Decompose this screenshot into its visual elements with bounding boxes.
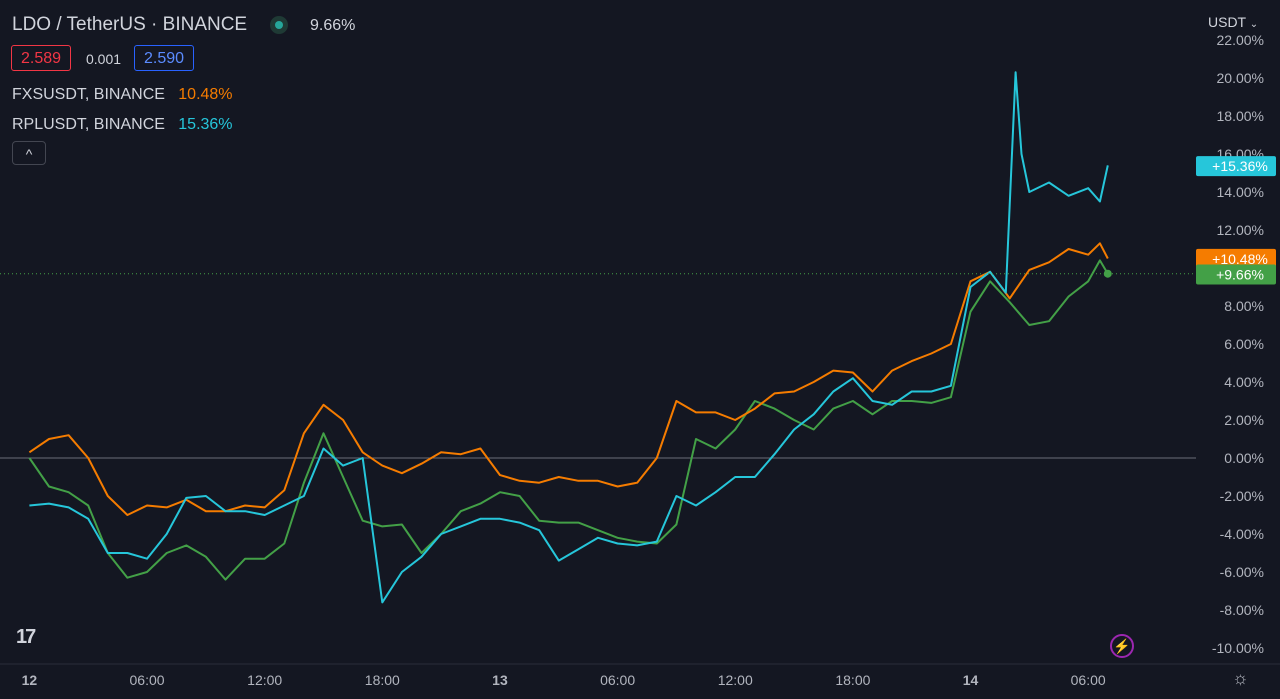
x-tick-label: 12 xyxy=(22,672,38,688)
y-tick-label: -6.00% xyxy=(1220,564,1264,580)
legend-change: 10.48% xyxy=(178,86,233,103)
legend-symbol: RPLUSDT, BINANCE xyxy=(12,116,165,133)
chevron-up-icon: ^ xyxy=(25,146,33,162)
symbol-title[interactable]: LDO / TetherUS · BINANCE xyxy=(12,14,248,35)
currency-selector[interactable]: USDT ⌄ xyxy=(1208,14,1258,30)
x-tick-label: 12:00 xyxy=(718,672,753,688)
x-tick-label: 18:00 xyxy=(835,672,870,688)
x-tick-label: 14 xyxy=(963,672,979,688)
buy-price-button[interactable]: 2.590 xyxy=(134,45,195,71)
series-line-fxs xyxy=(28,242,1109,516)
price-tag-label-fxs: +10.48% xyxy=(1212,251,1268,267)
y-tick-label: 12.00% xyxy=(1217,222,1264,238)
status-dot-icon xyxy=(270,16,288,34)
series-line-rpl xyxy=(29,71,1109,604)
y-tick-label: -8.00% xyxy=(1220,602,1264,618)
y-tick-label: 20.00% xyxy=(1217,70,1264,86)
y-tick-label: -2.00% xyxy=(1220,488,1264,504)
price-tag-ldo xyxy=(1196,264,1276,285)
y-tick-label: -4.00% xyxy=(1220,526,1264,542)
currency-label: USDT xyxy=(1208,14,1246,30)
y-tick-label: 18.00% xyxy=(1217,108,1264,124)
x-tick-label: 13 xyxy=(492,672,508,688)
last-point-marker xyxy=(1103,269,1112,278)
sell-price-button[interactable]: 2.589 xyxy=(11,45,72,71)
y-tick-label: 6.00% xyxy=(1224,336,1264,352)
x-tick-label: 06:00 xyxy=(600,672,635,688)
chevron-down-icon: ⌄ xyxy=(1249,19,1259,30)
price-tag-fxs xyxy=(1196,248,1276,269)
y-tick-label: 2.00% xyxy=(1224,412,1264,428)
collapse-legend-button[interactable]: ^ xyxy=(12,141,46,165)
price-tag-label-ldo: +9.66% xyxy=(1216,266,1264,282)
gear-icon[interactable]: ☼ xyxy=(1232,668,1249,688)
y-tick-label: 0.00% xyxy=(1224,450,1264,466)
x-tick-label: 12:00 xyxy=(247,672,282,688)
price-tag-rpl xyxy=(1196,156,1276,177)
y-tick-label: 4.00% xyxy=(1224,374,1264,390)
legend-change: 15.36% xyxy=(178,116,233,133)
legend-item-rpl[interactable]: RPLUSDT, BINANCE 15.36% xyxy=(12,116,233,134)
x-tick-label: 06:00 xyxy=(130,672,165,688)
y-tick-label: 8.00% xyxy=(1224,298,1264,314)
legend-symbol: FXSUSDT, BINANCE xyxy=(12,86,165,103)
series-line-ldo xyxy=(28,259,1109,581)
x-tick-label: 18:00 xyxy=(365,672,400,688)
y-tick-label: 14.00% xyxy=(1217,184,1264,200)
main-change: 9.66% xyxy=(310,17,356,34)
lightning-icon[interactable]: ⚡ xyxy=(1110,634,1134,658)
spread-value: 0.001 xyxy=(86,51,122,67)
legend-item-fxs[interactable]: FXSUSDT, BINANCE 10.48% xyxy=(12,86,233,104)
tradingview-logo-icon[interactable]: 17 xyxy=(16,626,36,648)
y-tick-label: -10.00% xyxy=(1212,640,1264,656)
y-tick-label: 22.00% xyxy=(1217,32,1264,48)
x-tick-label: 06:00 xyxy=(1071,672,1106,688)
price-tag-label-rpl: +15.36% xyxy=(1212,158,1268,174)
